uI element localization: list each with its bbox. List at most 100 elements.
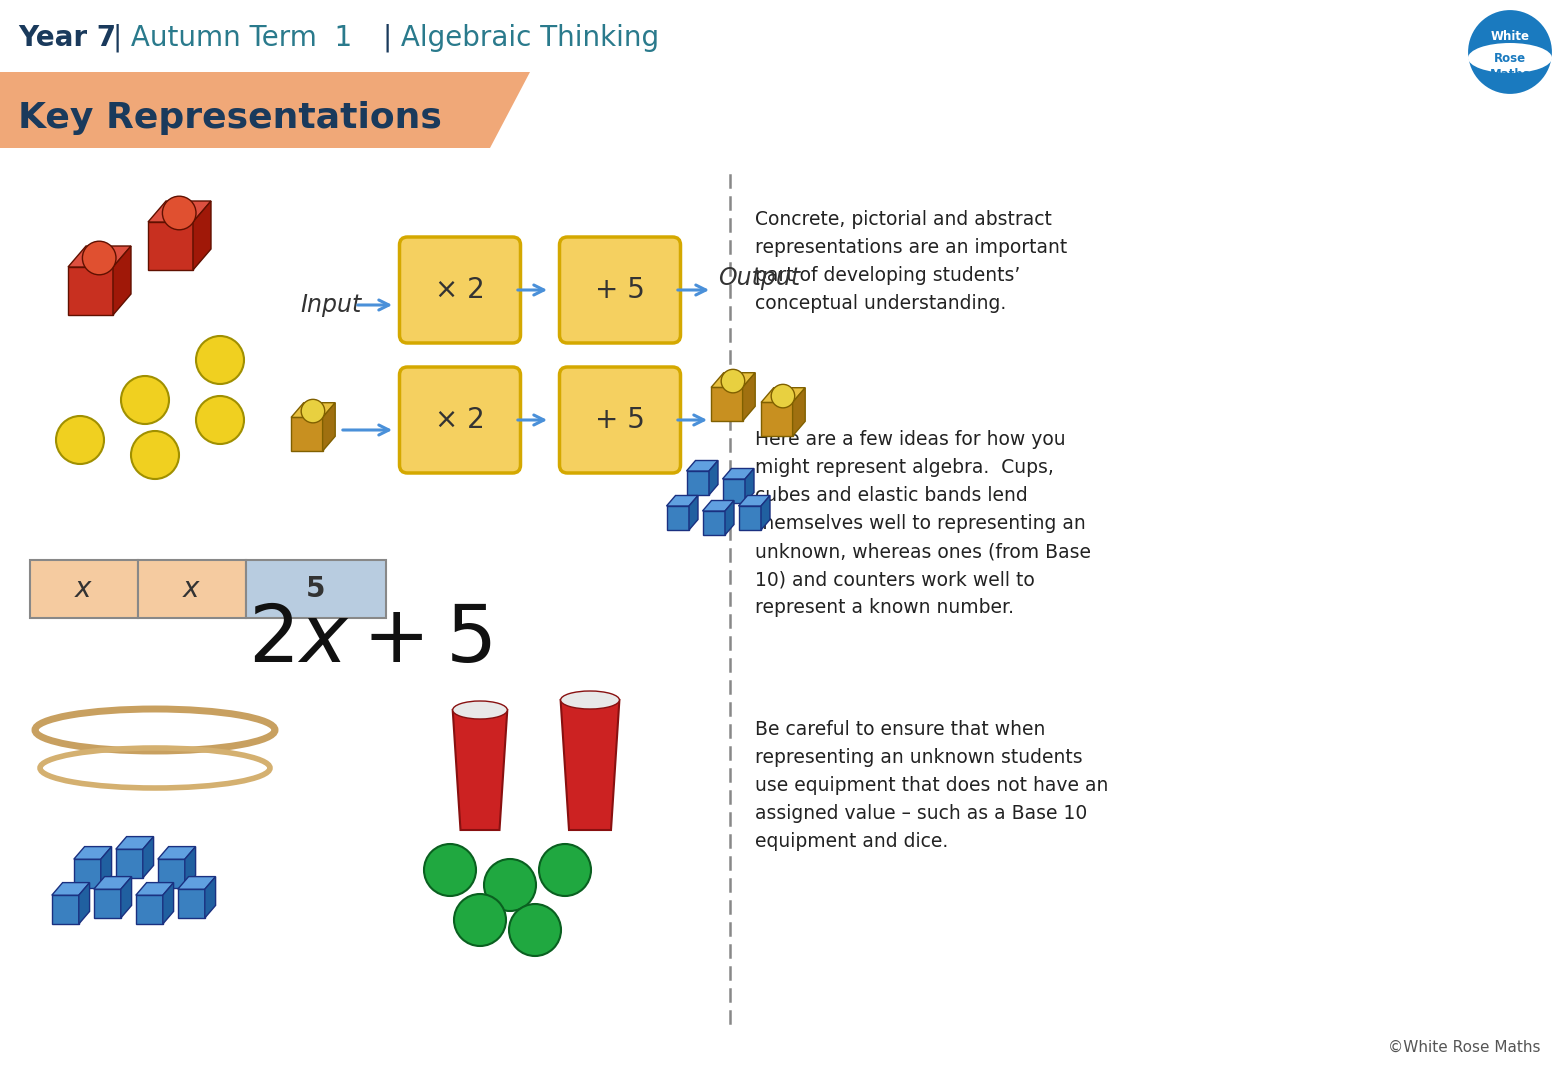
- Text: $x$: $x$: [75, 575, 94, 603]
- Polygon shape: [144, 837, 153, 878]
- Polygon shape: [725, 500, 735, 535]
- Text: White: White: [1490, 29, 1529, 42]
- Circle shape: [197, 396, 243, 444]
- Polygon shape: [711, 388, 743, 421]
- Polygon shape: [292, 417, 323, 451]
- Polygon shape: [666, 507, 690, 530]
- Polygon shape: [51, 882, 89, 895]
- Text: Output: Output: [718, 266, 800, 291]
- Polygon shape: [292, 403, 335, 417]
- Polygon shape: [101, 847, 112, 888]
- FancyBboxPatch shape: [399, 237, 521, 343]
- Ellipse shape: [452, 701, 507, 719]
- Polygon shape: [722, 469, 753, 480]
- Text: + 5: + 5: [594, 276, 644, 303]
- Text: × 2: × 2: [435, 406, 485, 434]
- Polygon shape: [73, 847, 112, 860]
- Polygon shape: [69, 246, 131, 267]
- Polygon shape: [148, 222, 193, 270]
- Circle shape: [83, 241, 115, 274]
- Circle shape: [424, 843, 476, 896]
- Polygon shape: [702, 500, 735, 511]
- Polygon shape: [94, 889, 120, 918]
- FancyBboxPatch shape: [560, 367, 680, 473]
- Text: Key Representations: Key Representations: [19, 102, 441, 135]
- Polygon shape: [0, 72, 530, 148]
- Text: × 2: × 2: [435, 276, 485, 303]
- Text: Here are a few ideas for how you
might represent algebra.  Cups,
cubes and elast: Here are a few ideas for how you might r…: [755, 430, 1090, 617]
- Ellipse shape: [560, 691, 619, 708]
- Polygon shape: [184, 847, 195, 888]
- Text: $x$: $x$: [183, 575, 201, 603]
- FancyBboxPatch shape: [399, 367, 521, 473]
- Polygon shape: [792, 388, 805, 436]
- FancyBboxPatch shape: [560, 237, 680, 343]
- Polygon shape: [711, 373, 755, 388]
- Polygon shape: [204, 877, 215, 918]
- Polygon shape: [94, 877, 131, 889]
- Polygon shape: [178, 877, 215, 889]
- Polygon shape: [761, 496, 771, 530]
- Text: |: |: [382, 24, 392, 52]
- Text: $2x + 5$: $2x + 5$: [248, 600, 491, 679]
- Polygon shape: [178, 889, 204, 918]
- Text: Input: Input: [300, 293, 362, 318]
- Text: Be careful to ensure that when
representing an unknown students
use equipment th: Be careful to ensure that when represent…: [755, 720, 1108, 851]
- Polygon shape: [743, 373, 755, 421]
- Polygon shape: [722, 480, 746, 503]
- Polygon shape: [686, 460, 718, 471]
- Circle shape: [162, 197, 197, 230]
- Circle shape: [122, 376, 168, 424]
- Polygon shape: [115, 849, 144, 878]
- Polygon shape: [761, 388, 805, 403]
- Text: Algebraic Thinking: Algebraic Thinking: [392, 24, 660, 52]
- Text: 5: 5: [306, 575, 326, 603]
- Polygon shape: [158, 847, 195, 860]
- Polygon shape: [452, 710, 507, 831]
- Polygon shape: [738, 496, 771, 507]
- Text: Year 7: Year 7: [19, 24, 115, 52]
- Polygon shape: [120, 877, 131, 918]
- Polygon shape: [193, 201, 211, 270]
- Circle shape: [131, 431, 179, 480]
- Circle shape: [197, 336, 243, 384]
- Bar: [137, 561, 246, 618]
- Circle shape: [540, 843, 591, 896]
- Polygon shape: [148, 201, 211, 222]
- Polygon shape: [738, 507, 761, 530]
- Text: Rose: Rose: [1494, 52, 1526, 65]
- Ellipse shape: [1466, 8, 1554, 96]
- Text: Concrete, pictorial and abstract
representations are an important
part of develo: Concrete, pictorial and abstract represe…: [755, 210, 1067, 313]
- Polygon shape: [69, 267, 112, 315]
- Circle shape: [509, 904, 562, 956]
- Bar: [246, 561, 385, 618]
- Polygon shape: [162, 882, 173, 924]
- Polygon shape: [708, 460, 718, 495]
- Polygon shape: [702, 511, 725, 535]
- Circle shape: [454, 894, 505, 946]
- Polygon shape: [80, 882, 89, 924]
- Circle shape: [301, 400, 324, 423]
- Polygon shape: [761, 403, 792, 436]
- Text: Autumn Term  1: Autumn Term 1: [122, 24, 353, 52]
- Circle shape: [484, 859, 537, 912]
- Text: |: |: [112, 24, 122, 52]
- Polygon shape: [51, 895, 80, 924]
- Polygon shape: [560, 700, 619, 831]
- Polygon shape: [136, 882, 173, 895]
- Text: + 5: + 5: [594, 406, 644, 434]
- Polygon shape: [115, 837, 153, 849]
- Circle shape: [721, 369, 744, 393]
- Text: Maths: Maths: [1490, 67, 1530, 81]
- Ellipse shape: [1468, 43, 1552, 73]
- Polygon shape: [746, 469, 753, 503]
- Polygon shape: [690, 496, 697, 530]
- Text: ©White Rose Maths: ©White Rose Maths: [1387, 1040, 1540, 1055]
- Polygon shape: [136, 895, 162, 924]
- Polygon shape: [158, 860, 184, 888]
- Polygon shape: [686, 471, 708, 495]
- Polygon shape: [73, 860, 101, 888]
- Polygon shape: [112, 246, 131, 315]
- Polygon shape: [323, 403, 335, 451]
- Circle shape: [56, 416, 105, 464]
